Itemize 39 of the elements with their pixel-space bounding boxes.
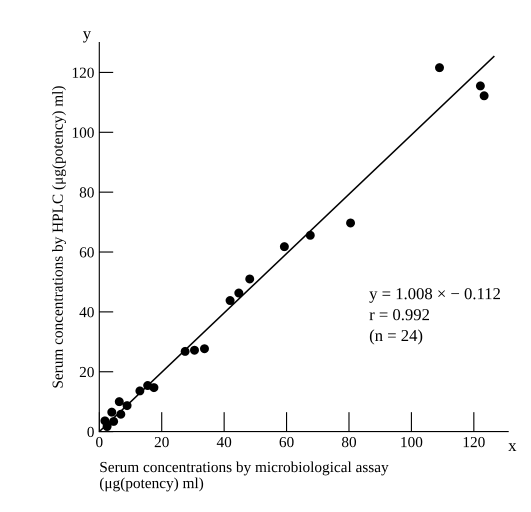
point (180, 346, 190, 356)
y-tick-label: 20 (80, 366, 94, 378)
point (122, 401, 132, 410)
point (200, 344, 209, 354)
x-tick-label: 40 (216, 436, 232, 448)
point (109, 416, 118, 426)
point (102, 422, 112, 432)
x-tick-label: 100 (401, 436, 422, 448)
point (149, 383, 158, 392)
y-tick-label: 120 (72, 68, 94, 78)
point (234, 288, 244, 298)
text: y (82, 31, 92, 42)
y-tick-label: 40 (79, 307, 94, 318)
text: x (508, 443, 516, 451)
point (346, 218, 356, 228)
point (435, 63, 444, 72)
point (114, 397, 124, 406)
point (135, 386, 144, 396)
point (280, 242, 289, 252)
x-tick-label: 0 (96, 436, 103, 448)
y-tick-label: 80 (80, 187, 94, 198)
y-tick-label: 0 (87, 426, 94, 438)
point (107, 408, 116, 417)
y-axis-title: Serum concentrations by HPLC (μg(potency) ml) (52, 86, 66, 388)
x-tick-label: 20 (154, 436, 169, 448)
point (480, 91, 489, 100)
x-axis-title: Serum concentrations by microbiological assay (μg(potency) ml) (100, 461, 389, 492)
x-tick-label: 60 (280, 436, 294, 448)
y-tick-label: 100 (72, 127, 94, 138)
x-tick-label: 80 (342, 436, 356, 448)
point (226, 296, 235, 306)
point (476, 81, 485, 90)
x-tick-label: 120 (464, 436, 485, 448)
annotation: y = 1.008 × − 0.112 r = 0.992 (n = 24) (369, 288, 500, 345)
point (190, 346, 199, 355)
point (116, 410, 126, 419)
point (245, 274, 254, 284)
point (306, 230, 315, 240)
y-tick-label: 60 (80, 247, 94, 258)
